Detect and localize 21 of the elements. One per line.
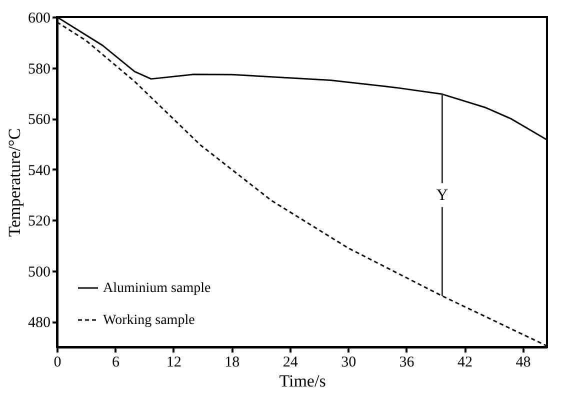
y-tick-label: 480 [28, 315, 50, 332]
x-tick-label: 42 [458, 354, 473, 370]
x-tick-label: 6 [112, 354, 120, 370]
x-tick-label: 12 [166, 354, 182, 370]
x-tick-label: 36 [399, 354, 415, 370]
x-tick-label: 48 [516, 354, 531, 370]
x-axis-title: Time/s [279, 372, 326, 390]
y-tick-label: 560 [28, 112, 50, 128]
x-tick-label: 30 [341, 354, 356, 370]
annotation: Y [436, 187, 448, 204]
y-axis-title: Temperature/°C [5, 128, 24, 237]
y-tick-label: 600 [28, 10, 50, 26]
legend-label: Aluminium sample [103, 281, 211, 296]
y-tick-label: 500 [28, 264, 50, 280]
y-tick-label: 520 [28, 214, 50, 230]
legend-label: Working sample [103, 313, 195, 328]
x-tick-label: 24 [282, 354, 298, 370]
y-tick-label: 580 [28, 61, 50, 78]
x-tick-label: 0 [54, 354, 62, 370]
x-tick-label: 18 [224, 354, 240, 370]
y-tick-label: 540 [28, 162, 50, 179]
